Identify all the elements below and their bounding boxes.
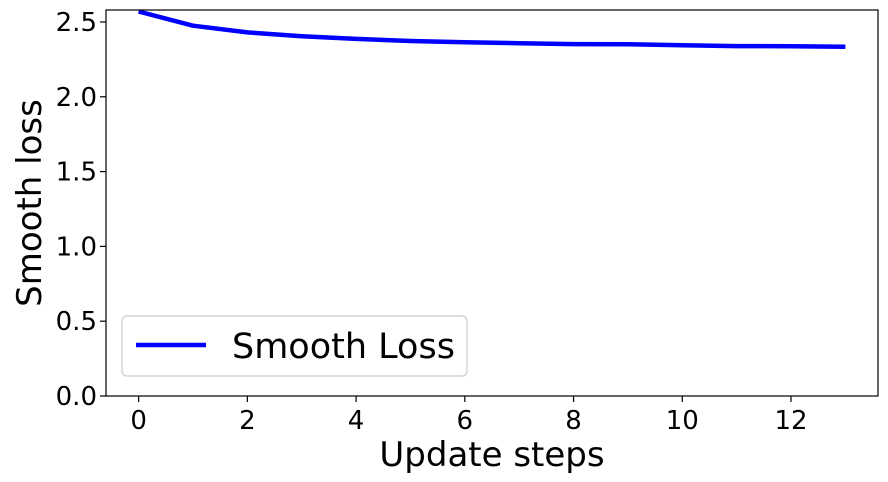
x-tick-label: 4: [348, 406, 365, 436]
x-axis-ticks: 0 2 4 6 8 10 12: [130, 396, 808, 436]
y-tick-label: 2.5: [56, 8, 97, 38]
y-axis-ticks: 0.0 0.5 1.0 1.5 2.0 2.5: [56, 8, 106, 412]
legend-box: [121, 315, 468, 377]
legend: Smooth Loss: [121, 315, 468, 377]
x-tick-label: 8: [565, 406, 582, 436]
series-layer: [138, 9, 846, 49]
plot-frame: [105, 9, 879, 397]
y-tick-label: 0.0: [56, 382, 97, 412]
series-line: [138, 9, 846, 49]
y-tick-label: 1.5: [56, 158, 97, 188]
legend-label: Smooth Loss: [232, 327, 455, 367]
y-tick-label: 0.5: [56, 307, 97, 337]
x-axis-label: Update steps: [379, 435, 604, 475]
y-tick-label: 1.0: [56, 232, 97, 262]
x-tick-label: 12: [774, 406, 807, 436]
y-tick-label: 2.0: [56, 83, 97, 113]
y-axis-label: Smooth loss: [10, 99, 50, 307]
x-tick-label: 10: [666, 406, 699, 436]
x-tick-label: 2: [239, 406, 256, 436]
x-tick-label: 0: [130, 406, 147, 436]
x-tick-label: 6: [457, 406, 474, 436]
